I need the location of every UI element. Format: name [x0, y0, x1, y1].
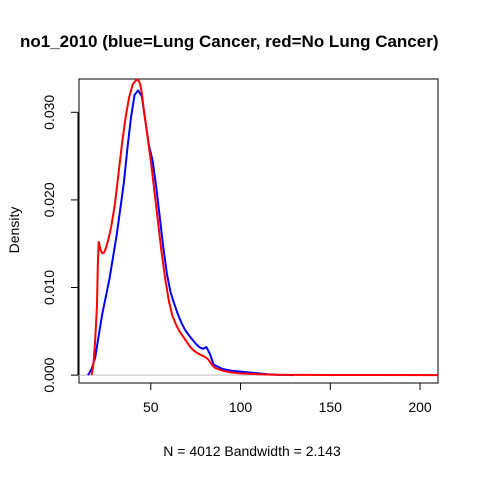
x-tick-label: 50: [143, 399, 159, 415]
y-axis-label: Density: [6, 207, 22, 254]
x-tick-label: 200: [408, 399, 432, 415]
plot-frame: [78, 78, 439, 384]
y-tick-label: 0.000: [41, 357, 57, 392]
x-axis-label: N = 4012 Bandwidth = 2.143: [163, 443, 341, 459]
no-lung-cancer-density-line: [90, 79, 438, 377]
y-tick-label: 0.010: [41, 270, 57, 305]
chart-title: no1_2010 (blue=Lung Cancer, red=No Lung …: [20, 32, 439, 51]
y-tick-label: 0.020: [41, 182, 57, 217]
y-tick-label: 0.030: [41, 95, 57, 130]
lung-cancer-density-line: [87, 89, 295, 377]
x-tick-label: 100: [229, 399, 253, 415]
x-tick-label: 150: [319, 399, 343, 415]
